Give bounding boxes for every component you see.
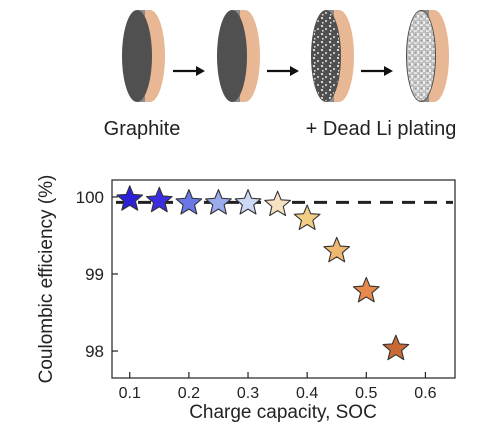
- arrow-right-icon: [267, 66, 299, 76]
- x-tick-label: 0.2: [178, 385, 200, 402]
- data-point-star: [382, 334, 410, 361]
- dead-li-plating-label: + Dead Li plating: [306, 118, 457, 140]
- y-tick-label: 98: [85, 342, 104, 361]
- li-plating-deposit: [407, 11, 435, 101]
- electrode-cell-4: [406, 10, 449, 102]
- electrode-cell-1: [122, 10, 165, 102]
- x-tick-label: 0.4: [296, 385, 318, 402]
- x-tick-label: 0.6: [414, 385, 436, 402]
- data-point-star: [323, 236, 351, 263]
- graphite-label: Graphite: [104, 118, 181, 140]
- x-axis-label: Charge capacity, SOC: [189, 402, 377, 423]
- x-axis: 0.1 0.2 0.3 0.4 0.5 0.6: [119, 372, 437, 402]
- y-axis: 98 99 100: [76, 188, 118, 361]
- y-tick-label: 99: [85, 265, 104, 284]
- x-tick-label: 0.3: [237, 385, 259, 402]
- data-point-star: [293, 204, 321, 230]
- arrow-right-icon: [361, 66, 393, 76]
- illustration-dead-li-plating: Graphite + Dead Li plating: [104, 10, 457, 140]
- data-points: [116, 185, 410, 361]
- graphite-face: [122, 10, 152, 102]
- coulombic-efficiency-chart: 98 99 100 0.1 0.2 0.3 0.4 0.5 0.6 Charge capaci…: [36, 175, 456, 423]
- plot-frame: [111, 179, 456, 379]
- y-tick-label: 100: [76, 188, 104, 207]
- data-point-star: [175, 189, 203, 215]
- x-tick-label: 0.1: [119, 385, 141, 402]
- data-point-star: [352, 276, 380, 303]
- y-axis-label: Coulombic efficiency (%): [36, 175, 57, 384]
- electrode-cell-3: [311, 10, 354, 102]
- data-point-star: [205, 189, 232, 215]
- data-point-star: [234, 189, 262, 215]
- data-point-star: [145, 186, 173, 213]
- graphite-face: [217, 10, 247, 102]
- electrode-cell-2: [217, 10, 260, 102]
- data-point-star: [264, 190, 291, 217]
- li-plating-deposit: [312, 11, 340, 101]
- arrow-right-icon: [173, 66, 205, 76]
- x-tick-label: 0.5: [355, 385, 377, 402]
- data-point-star: [116, 185, 144, 211]
